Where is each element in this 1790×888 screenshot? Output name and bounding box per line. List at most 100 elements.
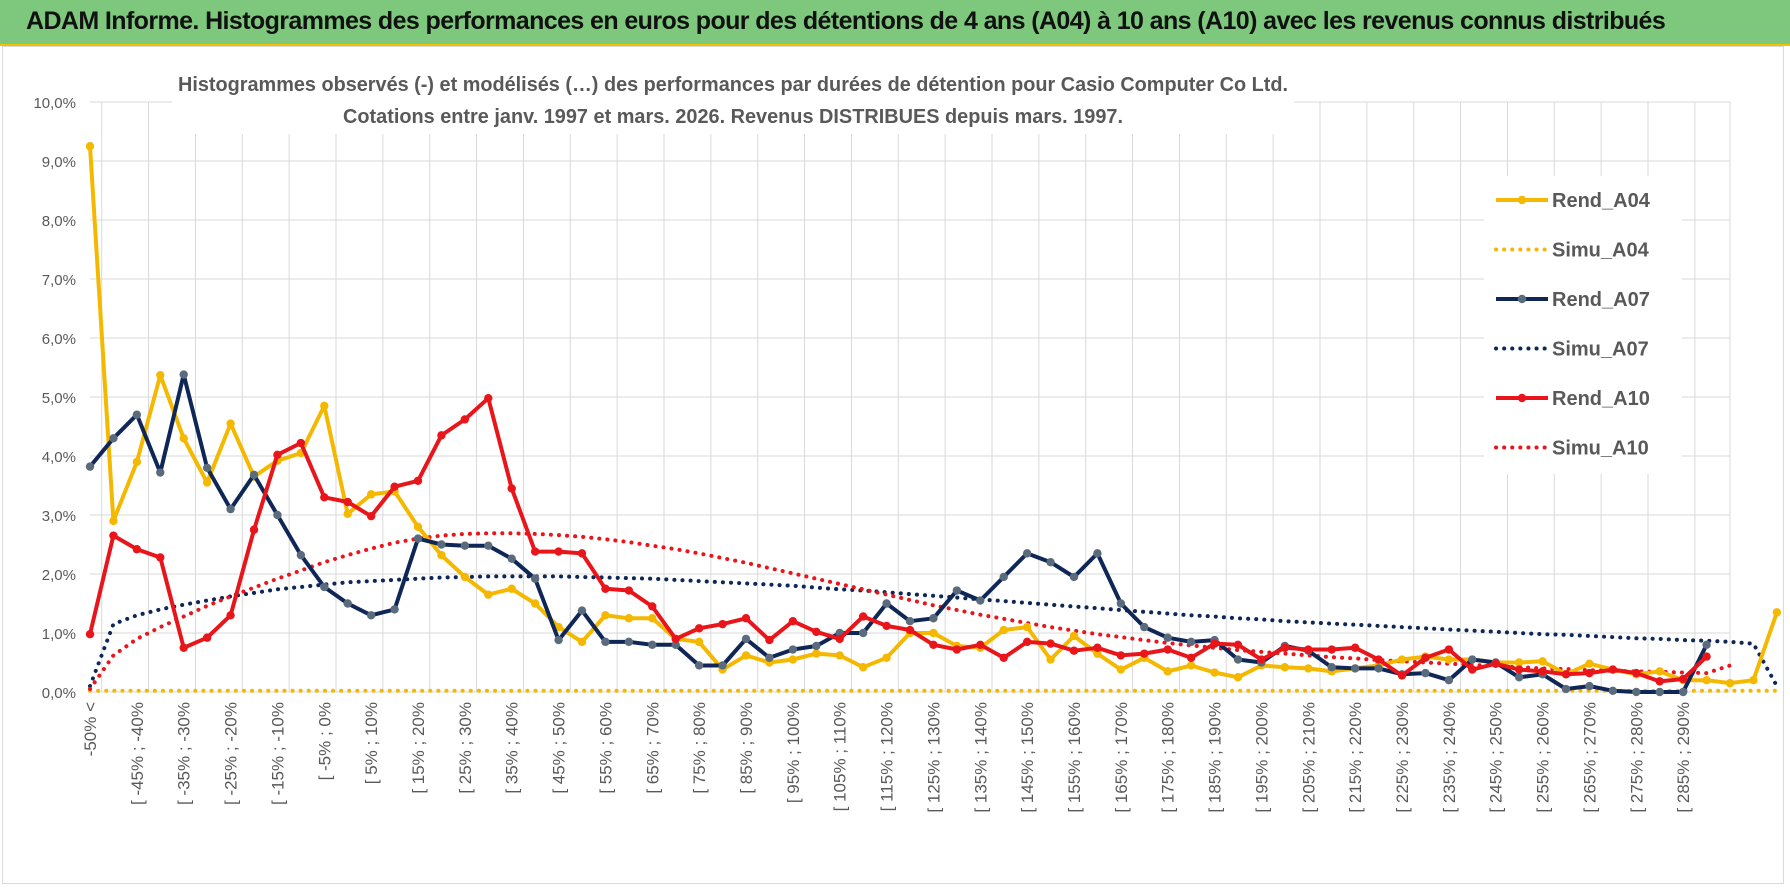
point-Rend_A07 bbox=[273, 510, 282, 520]
point-Rend_A07 bbox=[109, 434, 118, 443]
legend-item-Rend_A04: Rend_A04 bbox=[1496, 190, 1651, 212]
point-Rend_A07 bbox=[929, 614, 938, 623]
point-Rend_A04 bbox=[132, 457, 142, 467]
point-Rend_A10 bbox=[296, 438, 306, 448]
point-Rend_A04 bbox=[1069, 631, 1079, 641]
point-Rend_A07 bbox=[249, 470, 259, 480]
legend-label: Rend_A04 bbox=[1552, 190, 1651, 212]
point-Rend_A07 bbox=[812, 641, 821, 651]
point-Rend_A10 bbox=[929, 640, 938, 649]
x-tick-label: [ 195% ; 200% bbox=[1252, 702, 1271, 813]
point-Rend_A10 bbox=[226, 611, 235, 620]
legend-marker bbox=[1517, 195, 1527, 205]
x-tick-label: [ 145% ; 150% bbox=[1018, 702, 1037, 813]
point-Rend_A10 bbox=[1304, 645, 1313, 654]
point-Rend_A04 bbox=[1163, 667, 1172, 676]
point-Rend_A07 bbox=[1350, 664, 1360, 673]
x-tick-label: [ 25% ; 30% bbox=[456, 702, 475, 794]
point-Rend_A10 bbox=[1538, 667, 1547, 676]
gridlines bbox=[90, 101, 1731, 693]
series-Simu_A10 bbox=[88, 531, 1732, 691]
point-Rend_A07 bbox=[671, 640, 680, 649]
point-Rend_A07 bbox=[1327, 663, 1336, 672]
point-Rend_A07 bbox=[765, 653, 774, 662]
x-tick-label: [ 155% ; 160% bbox=[1065, 702, 1084, 813]
point-Rend_A04 bbox=[1444, 655, 1454, 664]
y-tick-label: 0,0% bbox=[42, 685, 76, 702]
point-Rend_A04 bbox=[1772, 608, 1782, 617]
x-tick-label: [ 235% ; 240% bbox=[1440, 702, 1459, 813]
point-Rend_A07 bbox=[1163, 633, 1172, 642]
point-Rend_A10 bbox=[1374, 655, 1383, 664]
point-Rend_A07 bbox=[905, 617, 915, 626]
x-axis-ticks: -50% < [ -45% ; -40% [ -35% ; -30% [ -25% ;… bbox=[81, 702, 1693, 813]
point-Rend_A10 bbox=[741, 614, 751, 623]
point-Rend_A04 bbox=[1725, 678, 1735, 688]
point-Rend_A10 bbox=[273, 450, 282, 460]
point-Rend_A04 bbox=[812, 649, 821, 658]
point-Rend_A07 bbox=[1233, 655, 1243, 664]
point-Rend_A10 bbox=[1514, 665, 1524, 674]
point-Rend_A10 bbox=[1046, 639, 1055, 648]
point-Rend_A07 bbox=[554, 635, 563, 645]
x-tick-label: [ 75% ; 80% bbox=[690, 702, 709, 794]
legend-item-Rend_A07: Rend_A07 bbox=[1496, 289, 1650, 311]
point-Rend_A07 bbox=[976, 596, 985, 605]
point-Rend_A04 bbox=[1280, 663, 1290, 672]
point-Rend_A10 bbox=[343, 497, 352, 507]
y-tick-label: 5,0% bbox=[42, 390, 76, 407]
x-tick-label: [ 115% ; 120% bbox=[878, 702, 897, 811]
point-Rend_A10 bbox=[1585, 668, 1594, 678]
point-Rend_A04 bbox=[1022, 622, 1032, 632]
point-Rend_A10 bbox=[1655, 677, 1664, 686]
point-Rend_A07 bbox=[437, 540, 446, 549]
point-Rend_A07 bbox=[882, 599, 891, 608]
point-Rend_A10 bbox=[179, 643, 188, 652]
point-Rend_A10 bbox=[132, 545, 142, 554]
point-Rend_A07 bbox=[858, 628, 868, 638]
point-Rend_A10 bbox=[1069, 646, 1079, 655]
legend-item-Rend_A10: Rend_A10 bbox=[1496, 388, 1650, 410]
y-tick-label: 3,0% bbox=[42, 508, 76, 525]
x-tick-label: [ 255% ; 260% bbox=[1534, 702, 1553, 813]
point-Rend_A04 bbox=[1585, 659, 1594, 668]
point-Rend_A10 bbox=[1116, 651, 1126, 660]
point-Rend_A10 bbox=[1468, 665, 1477, 674]
point-Rend_A10 bbox=[202, 633, 212, 642]
point-Rend_A10 bbox=[976, 640, 985, 649]
x-tick-label: -50% < bbox=[81, 702, 100, 756]
point-Rend_A10 bbox=[882, 621, 891, 631]
x-tick-label: [ 85% ; 90% bbox=[737, 702, 756, 794]
point-Rend_A07 bbox=[1374, 664, 1383, 673]
point-Rend_A10 bbox=[601, 584, 610, 593]
x-tick-label: [ 135% ; 140% bbox=[971, 702, 990, 813]
point-Rend_A07 bbox=[788, 645, 798, 654]
point-Rend_A07 bbox=[507, 554, 516, 563]
point-Rend_A04 bbox=[577, 637, 587, 647]
point-Rend_A07 bbox=[226, 504, 235, 514]
point-Rend_A04 bbox=[1210, 668, 1219, 677]
legend-label: Rend_A10 bbox=[1552, 388, 1650, 410]
series-Rend_A10 bbox=[85, 393, 1711, 686]
point-Rend_A07 bbox=[601, 637, 610, 647]
x-tick-label: [ -5% ; 0% bbox=[315, 702, 334, 780]
point-Rend_A04 bbox=[413, 522, 423, 531]
point-Rend_A04 bbox=[507, 584, 516, 593]
x-tick-label: [ 225% ; 230% bbox=[1393, 702, 1412, 813]
point-Rend_A10 bbox=[460, 415, 470, 424]
point-Rend_A10 bbox=[694, 624, 704, 633]
point-Rend_A10 bbox=[1022, 637, 1032, 647]
point-Rend_A10 bbox=[109, 531, 118, 540]
y-tick-label: 10,0% bbox=[33, 95, 76, 112]
point-Rend_A07 bbox=[624, 637, 634, 647]
point-Rend_A10 bbox=[366, 511, 376, 521]
point-Rend_A10 bbox=[1397, 671, 1407, 680]
point-Rend_A10 bbox=[1632, 668, 1641, 678]
legend-item-Simu_A10: Simu_A10 bbox=[1494, 438, 1649, 460]
legend-label: Simu_A07 bbox=[1552, 339, 1649, 361]
point-Rend_A10 bbox=[671, 634, 680, 644]
x-tick-label: [ 215% ; 220% bbox=[1346, 702, 1365, 813]
point-Rend_A07 bbox=[1678, 687, 1688, 697]
x-tick-label: [ -25% ; -20% bbox=[222, 702, 241, 805]
